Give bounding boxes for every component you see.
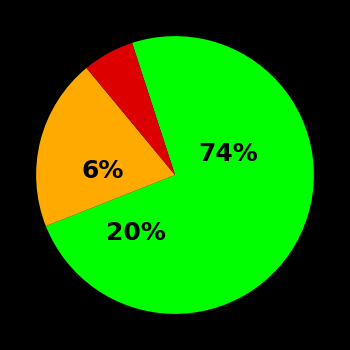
- Wedge shape: [46, 36, 314, 314]
- Wedge shape: [36, 68, 175, 226]
- Text: 6%: 6%: [82, 159, 124, 183]
- Text: 20%: 20%: [106, 221, 166, 245]
- Wedge shape: [86, 43, 175, 175]
- Text: 74%: 74%: [198, 142, 258, 166]
